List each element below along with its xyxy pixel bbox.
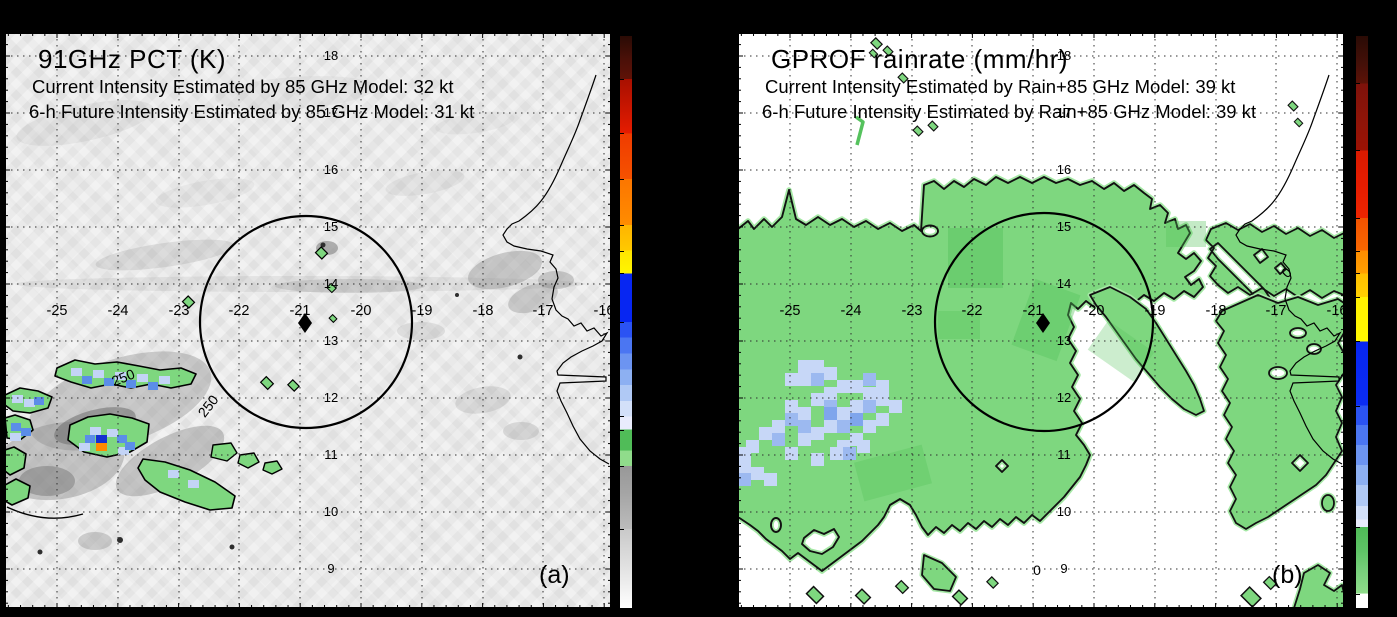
svg-text:-23: -23 <box>169 303 190 319</box>
panel-a-future-intensity: 6-h Future Intensity Estimated by 85 GHz… <box>29 101 475 122</box>
colorbar-b-tick <box>1356 526 1360 528</box>
svg-text:-18: -18 <box>473 303 494 319</box>
svg-text:-25: -25 <box>47 303 68 319</box>
svg-text:10: 10 <box>1057 504 1071 519</box>
colorbar-a-tick <box>620 250 624 252</box>
svg-text:-24: -24 <box>108 303 129 319</box>
colorbar-a-tick <box>620 322 624 323</box>
colorbar-a-tick <box>620 224 624 226</box>
colorbar-a-tick <box>620 416 624 418</box>
colorbar-b-tick <box>1356 341 1360 343</box>
colorbar-b-tick <box>1356 593 1360 595</box>
panel-a-current-intensity: Current Intensity Estimated by 85 GHz Mo… <box>32 76 454 97</box>
svg-text:-22: -22 <box>229 303 250 319</box>
svg-text:17: 17 <box>1057 105 1071 120</box>
svg-text:-20: -20 <box>1084 303 1105 319</box>
svg-text:-16: -16 <box>594 303 611 319</box>
svg-text:13: 13 <box>1057 333 1071 348</box>
panel-b-map: -25 -24 -23 -22 -21 -20 -19 -18 -17 -16 18 17 16 15 14… <box>738 33 1344 608</box>
svg-text:15: 15 <box>1057 219 1071 234</box>
colorbar-a-tick <box>620 429 624 431</box>
svg-text:16: 16 <box>324 162 338 177</box>
colorbar-b <box>1356 36 1368 608</box>
colorbar-b-tick <box>1356 250 1360 252</box>
panel-b-current-intensity: Current Intensity Estimated by Rain+85 G… <box>765 76 1236 97</box>
svg-text:9: 9 <box>1060 561 1067 576</box>
colorbar-a <box>620 36 632 608</box>
svg-text:16: 16 <box>1057 162 1071 177</box>
svg-text:-17: -17 <box>1266 303 1287 319</box>
svg-text:-18: -18 <box>1206 303 1227 319</box>
panel-a-title: 91GHz PCT (K) <box>38 44 227 74</box>
svg-text:9: 9 <box>327 561 334 576</box>
svg-text:15: 15 <box>324 219 338 234</box>
svg-text:10: 10 <box>324 504 338 519</box>
svg-text:0: 0 <box>1033 562 1041 578</box>
colorbar-a-tick <box>620 133 624 135</box>
svg-text:-16: -16 <box>1327 303 1344 319</box>
svg-text:-17: -17 <box>533 303 554 319</box>
colorbar-b-tick <box>1356 83 1360 85</box>
svg-text:18: 18 <box>1057 48 1071 63</box>
svg-text:-21: -21 <box>1023 303 1044 319</box>
panel-b-title: GPROF rainrate (mm/hr) <box>771 44 1069 74</box>
colorbar-b-tick <box>1356 273 1360 275</box>
svg-text:14: 14 <box>324 276 338 291</box>
colorbar-a-tick <box>620 273 624 275</box>
colorbar-a-tick <box>620 529 624 531</box>
panel-a-map-graphics: -25 -24 -23 -22 -21 -20 -19 -18 -17 -16 18 17 16 15 14… <box>5 33 611 608</box>
svg-text:-25: -25 <box>780 303 801 319</box>
panel-b-future-intensity: 6-h Future Intensity Estimated by Rain+8… <box>762 101 1257 122</box>
svg-text:11: 11 <box>324 447 338 462</box>
colorbar-b-tick <box>1356 296 1360 298</box>
svg-text:13: 13 <box>324 333 338 348</box>
svg-text:-24: -24 <box>841 303 862 319</box>
svg-text:-20: -20 <box>351 303 372 319</box>
svg-text:18: 18 <box>324 48 338 63</box>
svg-text:11: 11 <box>1057 447 1071 462</box>
colorbar-a-tick <box>620 179 624 180</box>
colorbar-a-tick <box>620 78 624 80</box>
colorbar-a-tick <box>620 466 624 468</box>
colorbar-b-tick <box>1356 217 1360 219</box>
panel-b-map-graphics: -25 -24 -23 -22 -21 -20 -19 -18 -17 -16 18 17 16 15 14… <box>738 33 1344 608</box>
panel-a-map: -25 -24 -23 -22 -21 -20 -19 -18 -17 -16 18 17 16 15 14… <box>5 33 611 608</box>
svg-text:14: 14 <box>1057 276 1071 291</box>
svg-text:-22: -22 <box>962 303 983 319</box>
panel-a-corner-label: (a) <box>539 561 570 589</box>
colorbar-b-tick <box>1356 150 1360 152</box>
svg-text:-19: -19 <box>1145 303 1166 319</box>
panel-b-corner-label: (b) <box>1272 561 1303 589</box>
svg-text:-19: -19 <box>412 303 433 319</box>
svg-text:12: 12 <box>1057 390 1071 405</box>
svg-text:-23: -23 <box>902 303 923 319</box>
svg-text:-21: -21 <box>290 303 311 319</box>
svg-text:17: 17 <box>324 105 338 120</box>
svg-text:12: 12 <box>324 390 338 405</box>
colorbar-b-tick <box>1356 405 1360 407</box>
